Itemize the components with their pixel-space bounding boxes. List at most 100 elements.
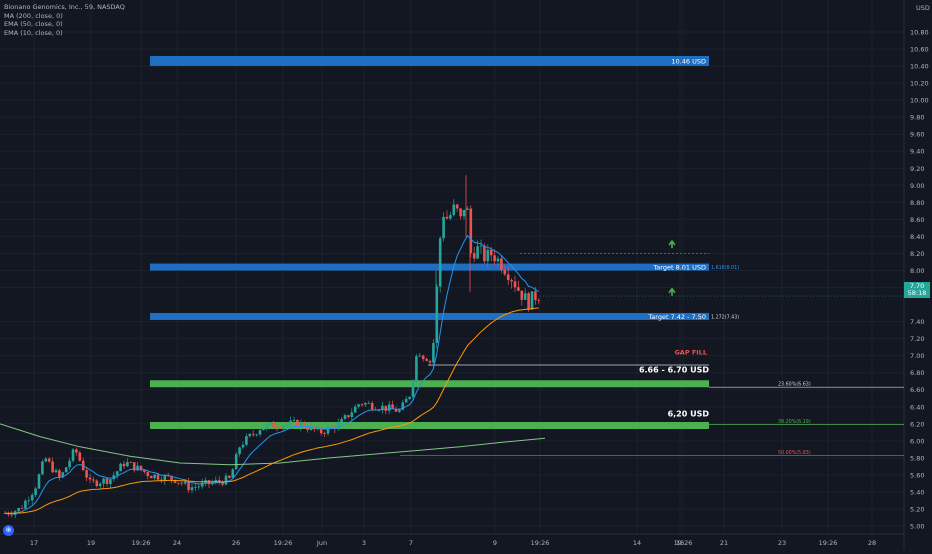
- candle-body: [319, 427, 323, 434]
- candle-body: [183, 481, 187, 484]
- candle-body: [241, 444, 245, 448]
- candle-body: [51, 461, 54, 473]
- x-tick-label: 19:26: [132, 539, 151, 547]
- candle-body: [180, 482, 184, 484]
- candle-body: [146, 472, 150, 477]
- candle-body: [442, 216, 445, 239]
- y-tick-label: 9.00: [910, 182, 924, 190]
- candle-body: [102, 478, 105, 484]
- fib-label-1618: 1.618(8.01): [711, 265, 739, 271]
- y-tick-label: 9.20: [910, 165, 924, 173]
- y-tick-label: 6.40: [910, 403, 924, 411]
- candle-body: [523, 293, 527, 300]
- candle-body: [309, 426, 313, 430]
- candle-body: [510, 280, 513, 282]
- candle-body: [493, 255, 496, 262]
- candle-body: [445, 216, 449, 219]
- candle-body: [75, 449, 78, 453]
- axis-currency: USD: [916, 4, 930, 12]
- zone-label-620: 6,20 USD: [668, 410, 710, 419]
- candle-body: [408, 396, 411, 399]
- candle-body: [68, 460, 71, 468]
- candle-body: [126, 461, 129, 467]
- candle-body: [88, 477, 92, 480]
- candle-body: [476, 246, 479, 259]
- candle-body: [527, 293, 530, 310]
- candle-body: [234, 454, 238, 470]
- x-tick-label: 26: [232, 539, 240, 547]
- candle-body: [10, 514, 14, 516]
- y-tick-label: 5.80: [910, 454, 924, 462]
- candle-body: [296, 419, 299, 428]
- candle-body: [105, 478, 109, 484]
- y-tick-label: 6.80: [910, 369, 924, 377]
- candle-body: [173, 479, 177, 483]
- candle-body: [452, 204, 456, 216]
- candle-body: [255, 434, 258, 436]
- candle-body: [506, 274, 510, 281]
- y-tick-label: 5.40: [910, 488, 924, 496]
- x-tick-label: 3: [362, 539, 366, 547]
- candle-body: [224, 475, 228, 485]
- y-tick-label: 7.20: [910, 335, 924, 343]
- x-tick-label: 9: [493, 539, 497, 547]
- current-price: 7.70: [909, 282, 925, 290]
- x-tick-label: 19:26: [531, 539, 550, 547]
- candle-body: [156, 474, 160, 480]
- y-tick-label: 10.20: [910, 80, 929, 88]
- candle-body: [370, 403, 374, 410]
- candle-body: [30, 494, 34, 501]
- zone-band: [150, 312, 709, 320]
- tradingview-logo-icon[interactable]: ⊕: [3, 525, 14, 536]
- candle-body: [411, 380, 415, 397]
- candle-body: [163, 475, 167, 482]
- candle-body: [285, 423, 289, 426]
- y-tick-label: 7.40: [910, 318, 924, 326]
- y-tick-label: 9.60: [910, 131, 924, 139]
- y-tick-label: 5.00: [910, 523, 924, 531]
- y-tick-label: 8.20: [910, 250, 924, 258]
- candle-body: [61, 472, 65, 478]
- candle-body: [367, 403, 371, 404]
- candle-body: [275, 427, 279, 429]
- indicator-ema10[interactable]: EMA (10, close, 0): [4, 28, 63, 37]
- y-tick-label: 9.40: [910, 148, 924, 156]
- candle-body: [272, 422, 275, 428]
- indicator-ema50[interactable]: EMA (50, close, 0): [4, 20, 63, 28]
- candle-body: [394, 408, 398, 412]
- indicator-ma200[interactable]: MA (200, close, 0): [4, 11, 63, 20]
- candle-body: [258, 430, 262, 435]
- y-tick-label: 8.80: [910, 199, 924, 207]
- candle-body: [384, 405, 388, 411]
- candle-body: [469, 208, 473, 254]
- y-tick-label: 10.80: [910, 29, 929, 37]
- candle-body: [47, 458, 51, 462]
- candle-body: [537, 300, 541, 301]
- candle-body: [347, 415, 350, 418]
- candle-body: [350, 412, 354, 418]
- y-tick-label: 5.20: [910, 505, 924, 513]
- bar-countdown: 58:18: [907, 289, 927, 297]
- candle-body: [228, 475, 231, 478]
- fib-label-50: 50.00%(5.83): [778, 450, 811, 456]
- candle-body: [343, 415, 347, 419]
- candle-body: [336, 422, 340, 430]
- candle-body: [483, 245, 486, 262]
- candle-body: [466, 208, 469, 210]
- candle-body: [85, 470, 88, 478]
- zone-label-target-801: Target 8.01 USD: [652, 264, 706, 272]
- candle-body: [194, 486, 197, 488]
- x-tick-label: Jun: [316, 539, 327, 547]
- candle-body: [54, 470, 58, 473]
- candle-body: [248, 433, 252, 437]
- candle-body: [265, 424, 269, 429]
- y-tick-label: 6.20: [910, 420, 924, 428]
- candle-body: [459, 208, 462, 217]
- candle-body: [149, 476, 153, 479]
- candle-body: [109, 479, 112, 484]
- candle-body: [503, 270, 507, 275]
- x-tick-label: 17: [30, 539, 38, 547]
- fib-label-1272: 1.272(7.43): [711, 314, 739, 320]
